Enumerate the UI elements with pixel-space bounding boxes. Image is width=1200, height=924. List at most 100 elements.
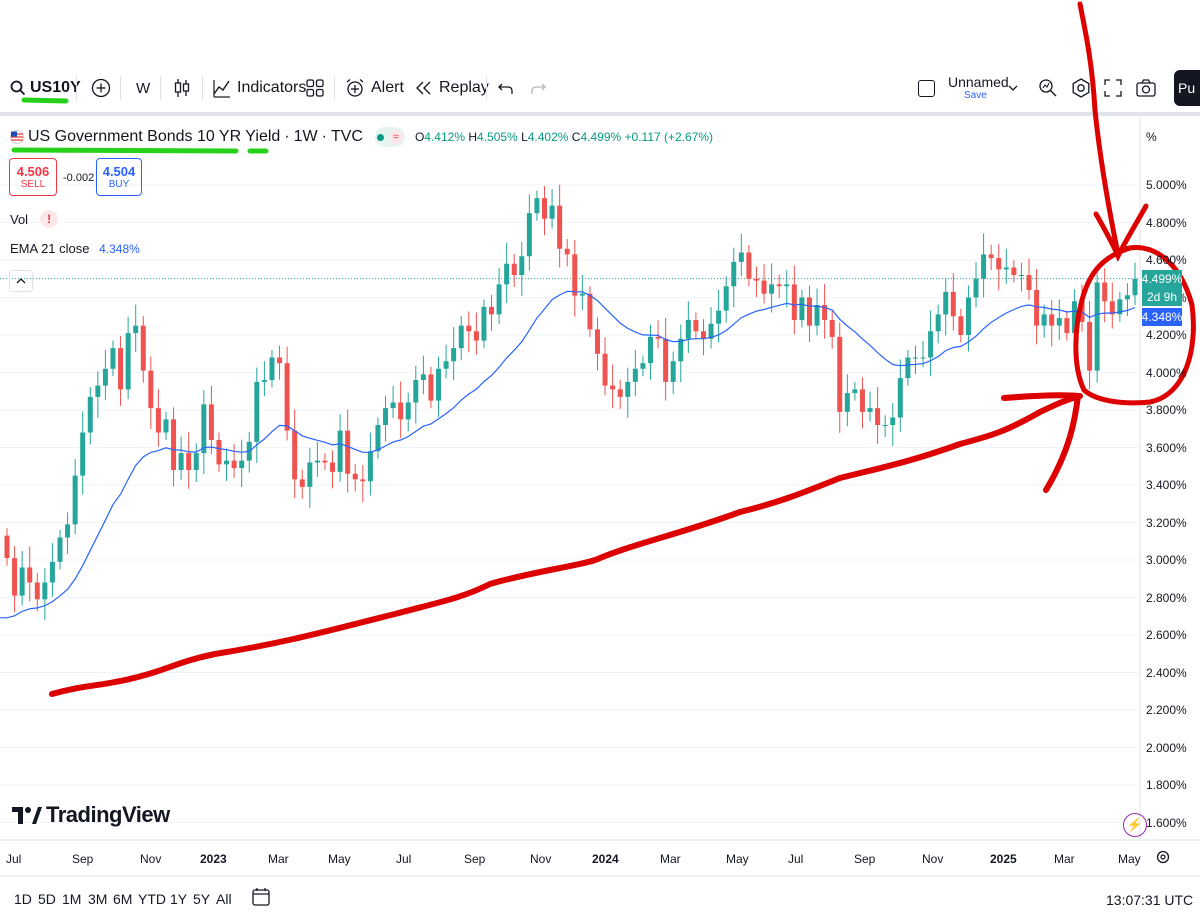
settings-button[interactable] (1071, 64, 1091, 112)
candle-body (935, 314, 941, 332)
collapse-legend-button[interactable] (9, 270, 33, 292)
replay-button[interactable]: Replay (415, 64, 489, 112)
snapshot-button[interactable] (1136, 64, 1156, 112)
vol-legend[interactable]: Vol ! (10, 210, 59, 228)
candle-body (655, 336, 661, 339)
candle-body (420, 374, 426, 380)
candle-body (330, 462, 336, 472)
candle-body (178, 453, 184, 470)
price-tick-label: 3.800% (1146, 403, 1187, 417)
indicators-icon (213, 80, 230, 98)
candle-body (746, 252, 752, 279)
range-button-1y[interactable]: 1Y (170, 891, 188, 907)
time-tick-label: Nov (922, 852, 944, 866)
range-button-6m[interactable]: 6M (113, 891, 133, 907)
candle-body (314, 460, 320, 463)
candle-body (34, 582, 40, 600)
candle-body (912, 357, 918, 359)
publish-button[interactable]: Pu (1174, 70, 1200, 106)
lightning-icon[interactable]: ⚡ (1123, 813, 1147, 837)
symbol-title: US Government Bonds 10 YR Yield (28, 128, 281, 145)
candle-body (481, 306, 487, 341)
candle-body (193, 453, 199, 470)
range-button-ytd[interactable]: YTD (138, 891, 166, 907)
buy-label: BUY (108, 179, 130, 190)
candle-body (413, 380, 419, 403)
range-button-all[interactable]: All (216, 891, 232, 907)
candle-body (981, 254, 987, 279)
candle-body (231, 460, 237, 469)
clock[interactable]: 13:07:31 UTC (1106, 892, 1194, 908)
layout-name-button[interactable]: Unnamed Save (948, 64, 1009, 112)
range-button-3m[interactable]: 3M (88, 891, 108, 907)
candle-body (292, 430, 298, 480)
tradingview-logo[interactable]: TradingView (12, 802, 170, 828)
candle-body (943, 291, 949, 315)
candle-body (867, 408, 873, 412)
candle-body (837, 336, 843, 412)
candle-body (1034, 290, 1040, 326)
layout-toggle[interactable] (918, 64, 935, 112)
series-legend[interactable]: US Government Bonds 10 YR Yield · 1W · T… (10, 126, 713, 148)
time-tick-label: Sep (464, 852, 486, 866)
candle-body (163, 419, 169, 433)
symbol-search-button[interactable]: US10Y (10, 64, 81, 112)
sell-button[interactable]: 4.506 SELL (9, 158, 57, 196)
price-tick-label: 4.800% (1146, 215, 1187, 230)
annotation-circle (1073, 244, 1196, 406)
candle-body (822, 305, 828, 320)
candle-body (148, 370, 154, 409)
candle-body (564, 248, 570, 255)
time-tick-label: Mar (268, 852, 289, 866)
time-axis-settings[interactable] (1156, 850, 1170, 869)
range-button-1d[interactable]: 1D (14, 891, 32, 907)
chevron-up-icon (16, 278, 26, 284)
candle-body (1102, 282, 1108, 302)
candle-body (1071, 301, 1077, 334)
candle-body (761, 280, 767, 294)
time-tick-label: Jul (788, 852, 804, 866)
candle-body (360, 479, 366, 482)
candle-body (133, 325, 139, 334)
candle-body (80, 432, 86, 476)
templates-button[interactable] (306, 64, 324, 112)
indicators-button[interactable]: Indicators (212, 64, 306, 112)
layout-name: Unnamed (948, 74, 1009, 90)
candle-body (49, 561, 55, 583)
market-open-dot-icon (377, 133, 385, 141)
range-button-5d[interactable]: 5D (38, 891, 56, 907)
compare-button[interactable] (91, 64, 111, 112)
price-tick-label: 3.000% (1146, 553, 1187, 567)
chart-type-button[interactable] (174, 64, 190, 112)
candle-body (1003, 267, 1009, 270)
candle-body (224, 460, 230, 465)
undo-button[interactable] (498, 64, 514, 112)
legend-interval: 1W (293, 128, 318, 145)
alert-button[interactable]: Alert (345, 64, 404, 112)
quick-search-button[interactable] (1038, 64, 1058, 112)
gear-icon (1072, 78, 1090, 98)
ema-legend[interactable]: EMA 21 close 4.348% (10, 241, 140, 256)
candle-body (799, 297, 805, 320)
brand-name: TradingView (46, 802, 170, 827)
price-tick-label: 4.200% (1146, 328, 1187, 342)
time-tick-label: May (328, 852, 351, 866)
layout-checkbox-icon (918, 79, 935, 97)
last-price-tag: 4.499% (1141, 270, 1183, 288)
range-button-1m[interactable]: 1M (62, 891, 82, 907)
interval-button[interactable]: W (136, 79, 151, 97)
date-range-button[interactable] (252, 887, 270, 912)
highlight-symbol (21, 97, 69, 104)
warning-icon: ! (40, 210, 59, 228)
candle-body (806, 297, 812, 326)
candle-body (322, 460, 328, 463)
layout-menu-button[interactable] (1008, 64, 1018, 112)
candle-body (511, 263, 517, 275)
fullscreen-button[interactable] (1104, 64, 1122, 112)
candle-body (443, 361, 449, 369)
buy-button[interactable]: 4.504 BUY (96, 158, 142, 196)
range-button-5y[interactable]: 5Y (193, 891, 211, 907)
redo-button[interactable] (530, 64, 546, 112)
candles-layer (4, 184, 1138, 621)
